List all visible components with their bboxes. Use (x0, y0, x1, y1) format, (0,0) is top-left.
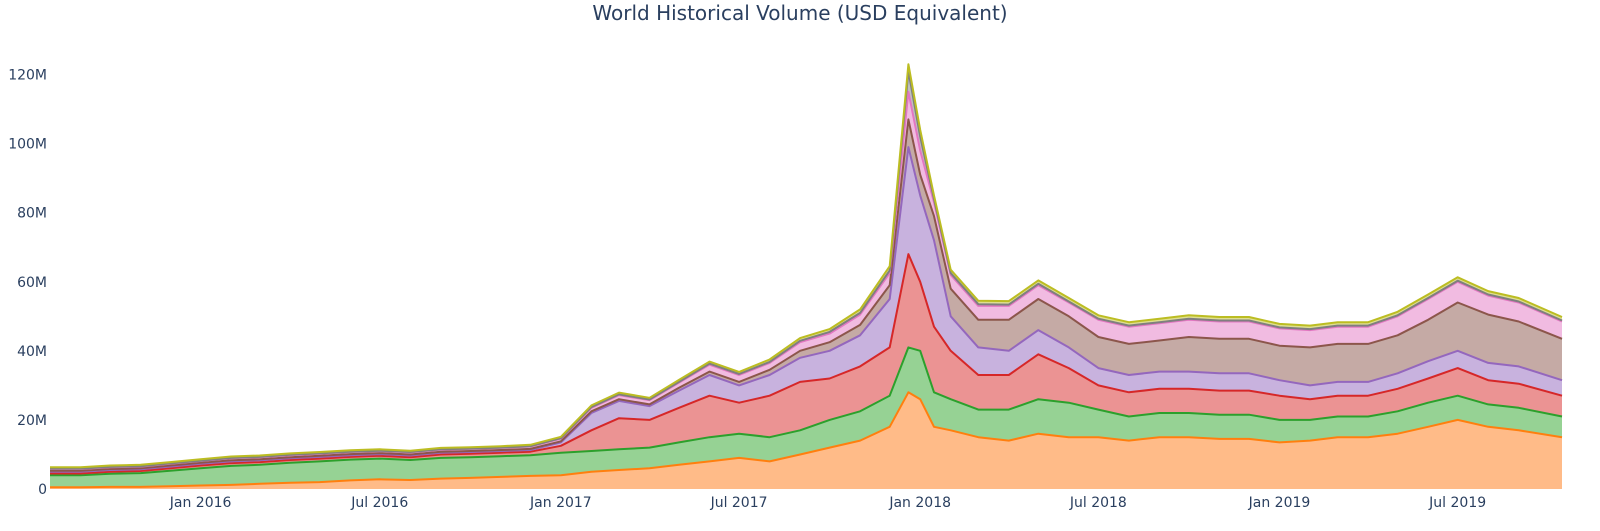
area-series-1 (50, 392, 1562, 489)
y-tick-label: 100M (8, 137, 47, 153)
x-tick-label: Jul 2016 (350, 495, 408, 511)
x-tick-label: Jan 2017 (529, 495, 592, 511)
line-series-layer (50, 63, 1563, 489)
y-tick-label: 40M (17, 344, 47, 360)
line-series-4 (50, 146, 1563, 473)
line-series-3 (50, 253, 1563, 475)
line-series-1 (50, 391, 1563, 489)
x-tick-label: Jul 2019 (1428, 495, 1486, 511)
line-series-7 (50, 70, 1563, 470)
y-tick-label: 80M (17, 206, 47, 222)
x-tick-label: Jan 2016 (169, 495, 232, 511)
x-tick-label: Jan 2018 (888, 495, 951, 511)
y-tick-label: 20M (17, 413, 47, 429)
x-tick-label: Jan 2019 (1248, 495, 1311, 511)
line-series-5 (50, 118, 1563, 472)
y-tick-label: 0 (38, 482, 47, 498)
y-axis: 0 20M 40M 60M 80M 100M 120M (8, 68, 47, 498)
line-series-8 (50, 63, 1563, 469)
y-tick-label: 120M (8, 68, 47, 84)
x-tick-label: Jul 2018 (1069, 495, 1127, 511)
line-series-2 (50, 346, 1563, 477)
x-axis: Jan 2016 Jul 2016 Jan 2017 Jul 2017 Jan 2018… (169, 495, 1486, 511)
chart-title: World Historical Volume (USD Equivalent) (592, 1, 1007, 25)
area-series-layer (50, 64, 1562, 489)
y-tick-label: 60M (17, 275, 47, 291)
x-tick-label: Jul 2017 (710, 495, 768, 511)
